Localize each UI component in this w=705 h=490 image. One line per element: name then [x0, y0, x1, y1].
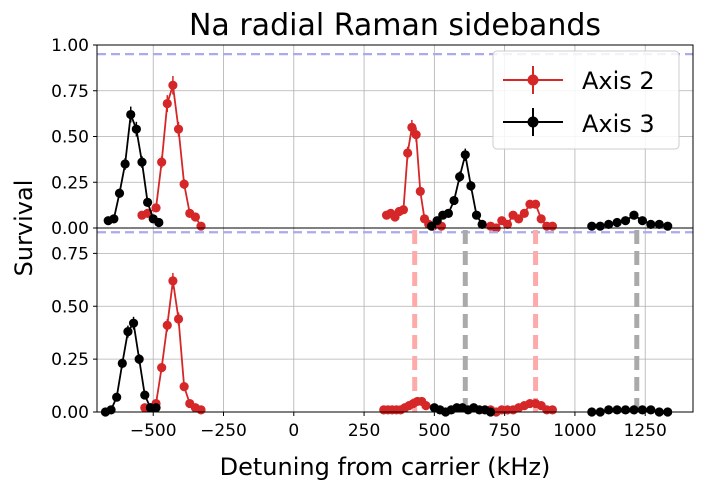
bottom-xtick-label: −500	[130, 421, 177, 441]
top-data-point-axis-2	[411, 130, 421, 140]
bottom-data-point-axis-3	[604, 405, 614, 415]
top-data-point-axis-3	[460, 150, 470, 160]
top-data-point-axis-3	[663, 221, 673, 231]
x-axis-label: Detuning from carrier (kHz)	[220, 453, 551, 481]
top-data-point-axis-2	[514, 214, 524, 224]
top-data-point-axis-2	[519, 208, 529, 218]
bottom-xtick-label: 500	[418, 421, 450, 441]
top-data-point-axis-2	[168, 80, 178, 90]
top-data-point-axis-3	[443, 208, 454, 218]
top-data-point-axis-2	[151, 203, 161, 213]
top-data-point-axis-2	[407, 122, 417, 132]
top-data-point-axis-2	[173, 124, 184, 134]
top-data-point-axis-3	[595, 221, 605, 231]
legend-marker-axis-3	[527, 116, 539, 128]
top-data-point-axis-2	[547, 221, 558, 231]
top-data-point-axis-3	[143, 197, 153, 207]
top-data-point-axis-3	[604, 219, 614, 229]
top-data-point-axis-2	[415, 186, 425, 196]
top-data-point-axis-3	[131, 124, 141, 134]
bottom-data-point-axis-3	[134, 354, 144, 364]
bottom-xtick-label: 250	[348, 421, 380, 441]
top-series-line-axis-3	[107, 114, 160, 224]
bottom-data-point-axis-2	[157, 362, 167, 373]
chart-title: Na radial Raman sidebands	[189, 8, 601, 43]
bottom-data-point-axis-3	[612, 405, 622, 415]
bottom-data-point-axis-2	[421, 401, 431, 411]
top-data-point-axis-3	[646, 219, 656, 229]
bottom-xtick-label: 0	[288, 421, 299, 441]
top-data-point-axis-3	[587, 221, 597, 231]
bottom-data-point-axis-3	[620, 405, 631, 415]
bottom-data-point-axis-3	[151, 403, 161, 413]
bottom-ytick-label: 0.25	[51, 350, 89, 370]
top-ytick-label: 0.25	[51, 173, 89, 193]
top-data-point-axis-2	[157, 157, 167, 167]
top-data-point-axis-3	[154, 217, 164, 228]
bottom-data-point-axis-2	[173, 314, 184, 324]
top-data-point-axis-3	[126, 109, 136, 120]
top-data-point-axis-3	[471, 210, 482, 220]
bottom-xtick-label: 750	[488, 421, 520, 441]
top-data-point-axis-3	[637, 216, 647, 226]
bottom-data-point-axis-2	[196, 405, 206, 415]
legend-item-axis-3: Axis 3	[503, 108, 655, 138]
top-data-point-axis-3	[432, 216, 442, 226]
top-data-point-axis-2	[196, 221, 206, 231]
legend-label-axis-2: Axis 2	[582, 67, 655, 95]
bottom-data-point-axis-3	[112, 392, 122, 402]
legend: Axis 2 Axis 3	[492, 50, 680, 150]
bottom-series-line-axis-3	[105, 320, 157, 413]
bottom-ytick-label: 0.75	[51, 244, 89, 264]
bottom-data-point-axis-3	[629, 405, 639, 415]
top-data-point-axis-3	[620, 216, 631, 226]
top-data-point-axis-2	[162, 98, 172, 109]
bottom-panel: 0.00 0.25 0.50 0.75 −500 −250 0 250 500 750 1000 12…	[51, 227, 694, 441]
top-data-point-axis-3	[449, 195, 459, 206]
legend-label-axis-3: Axis 3	[582, 110, 655, 138]
bottom-data-point-axis-2	[168, 276, 178, 286]
legend-box	[492, 50, 680, 150]
top-data-point-axis-3	[455, 172, 465, 182]
top-data-point-axis-2	[403, 148, 413, 158]
bottom-data-point-axis-2	[162, 320, 172, 330]
bottom-xtick-label: −250	[200, 421, 247, 441]
bottom-data-point-axis-3	[117, 358, 127, 368]
bottom-data-point-axis-2	[547, 405, 558, 415]
top-data-point-axis-3	[629, 210, 639, 220]
bottom-xtick-label: 1250	[624, 421, 667, 441]
top-data-point-axis-2	[190, 212, 200, 222]
top-data-point-axis-2	[179, 179, 189, 189]
top-data-point-axis-2	[536, 214, 546, 224]
bottom-data-point-axis-3	[123, 327, 133, 337]
top-ytick-label: 0.75	[51, 82, 89, 102]
bottom-data-point-axis-2	[179, 382, 189, 392]
top-ytick-label: 0.00	[51, 219, 89, 239]
bottom-data-point-axis-3	[106, 405, 116, 415]
top-data-point-axis-3	[654, 219, 664, 229]
bottom-data-point-axis-3	[140, 390, 150, 400]
top-data-point-axis-3	[477, 219, 487, 229]
top-data-point-axis-3	[612, 217, 622, 228]
top-data-point-axis-3	[137, 157, 147, 167]
legend-marker-axis-2	[527, 74, 539, 86]
y-axis-label: Survival	[10, 180, 38, 277]
top-data-point-axis-3	[466, 181, 476, 191]
top-ytick-label: 1.00	[51, 36, 89, 56]
top-data-point-axis-3	[114, 188, 125, 198]
bottom-ytick-label: 0.50	[51, 297, 89, 317]
top-data-point-axis-2	[398, 205, 409, 215]
bottom-axes-frame	[96, 227, 694, 413]
top-data-point-axis-3	[120, 159, 130, 169]
bottom-ytick-label: 0.00	[51, 403, 89, 423]
top-data-point-axis-3	[109, 214, 119, 224]
top-data-point-axis-2	[530, 199, 541, 209]
top-ytick-label: 0.50	[51, 128, 89, 148]
top-data-point-axis-2	[502, 219, 513, 229]
bottom-xtick-label: 1000	[553, 421, 596, 441]
bottom-data-point-axis-3	[128, 318, 139, 328]
legend-item-axis-2: Axis 2	[503, 66, 655, 95]
bottom-data-point-axis-3	[646, 405, 656, 415]
